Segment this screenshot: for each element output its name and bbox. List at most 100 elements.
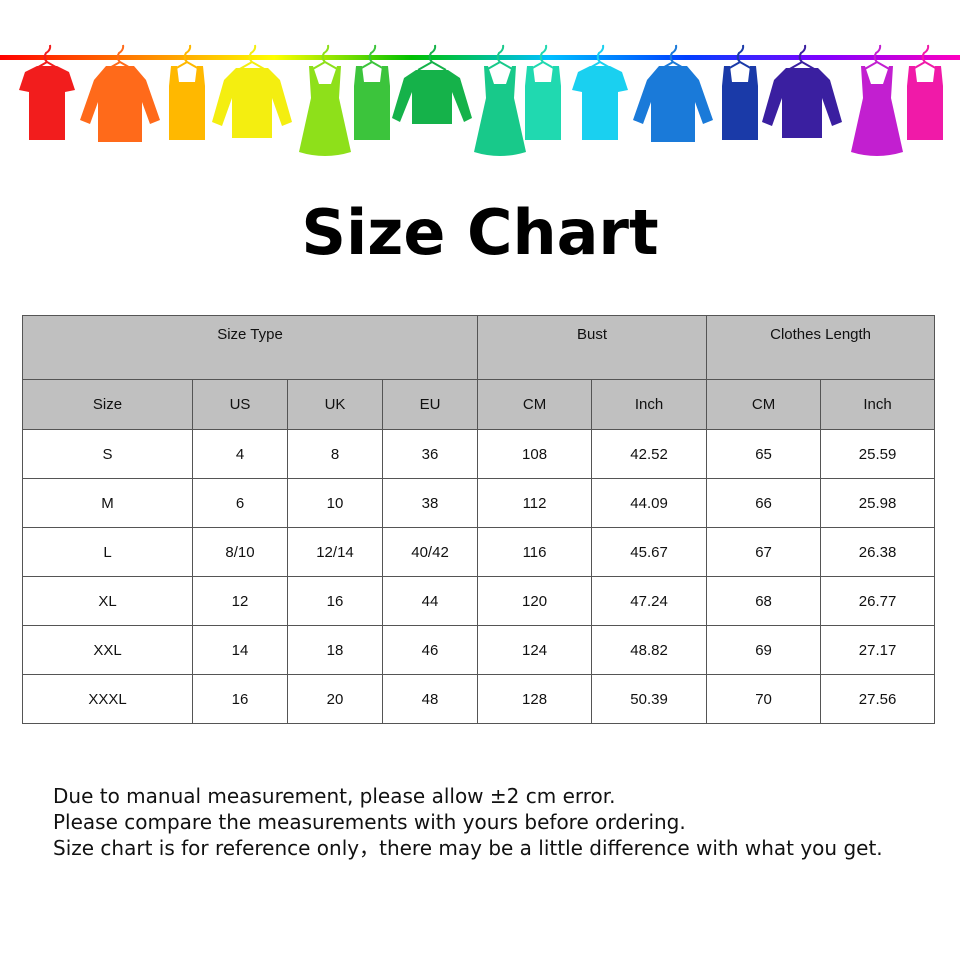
table-cell: 69 bbox=[706, 625, 822, 675]
garment-dress-icon bbox=[851, 44, 903, 156]
table-cell: 46 bbox=[381, 625, 479, 675]
shirt-icon bbox=[633, 66, 713, 142]
table-row: XXL 14 18 46 124 48.82 69 27.17 bbox=[22, 625, 936, 675]
clothes-hanger-banner bbox=[0, 44, 960, 156]
table-cell: 42.52 bbox=[591, 429, 708, 479]
garment-tank-icon bbox=[169, 44, 205, 140]
longsleeve-icon bbox=[392, 70, 472, 124]
hanger-icon bbox=[310, 44, 340, 71]
hanger-icon bbox=[357, 44, 387, 71]
table-cell: 26.77 bbox=[820, 576, 936, 626]
column-header: US bbox=[192, 379, 288, 430]
table-row: M 6 10 38 112 44.09 66 25.98 bbox=[22, 478, 936, 528]
notes: Due to manual measurement, please allow … bbox=[53, 783, 883, 861]
table-cell: 128 bbox=[477, 674, 593, 724]
column-header: CM bbox=[477, 379, 593, 430]
table-cell: 50.39 bbox=[591, 674, 708, 724]
size-chart-table: Size Type Bust Clothes Length Size US UK EU… bbox=[21, 315, 936, 724]
garment-sweater-icon bbox=[762, 44, 842, 138]
table-cell: XL bbox=[22, 576, 193, 626]
table-cell: M bbox=[22, 478, 193, 528]
table-cell: L bbox=[22, 527, 193, 577]
group-header-clothes-length: Clothes Length bbox=[706, 315, 936, 380]
hanger-icon bbox=[862, 44, 892, 71]
table-cell: S bbox=[22, 429, 193, 479]
garment-longsleeve-icon bbox=[392, 44, 472, 124]
table-cell: 116 bbox=[477, 527, 593, 577]
garment-tshirt-icon bbox=[572, 44, 628, 140]
hanger-icon bbox=[172, 44, 202, 71]
garment-dress-icon bbox=[299, 44, 351, 156]
tank-icon bbox=[722, 66, 758, 140]
table-cell: 4 bbox=[192, 429, 288, 479]
table-cell: 16 bbox=[192, 674, 288, 724]
column-header: EU bbox=[381, 379, 479, 430]
table-cell: 12/14 bbox=[287, 527, 383, 577]
garment-shirt-icon bbox=[80, 44, 160, 142]
table-cell: 108 bbox=[477, 429, 593, 479]
shirt-icon bbox=[80, 66, 160, 142]
tank-icon bbox=[169, 66, 205, 140]
table-cell: 8/10 bbox=[192, 527, 288, 577]
dress-icon bbox=[474, 66, 526, 156]
tshirt-icon bbox=[572, 66, 628, 140]
garment-sweater-icon bbox=[212, 44, 292, 138]
group-header-row: Size Type Bust Clothes Length bbox=[21, 315, 936, 380]
table-cell: 40/42 bbox=[381, 527, 479, 577]
table-cell: 45.67 bbox=[591, 527, 708, 577]
table-cell: 66 bbox=[706, 478, 822, 528]
table-cell: 47.24 bbox=[591, 576, 708, 626]
hanger-icon bbox=[910, 44, 940, 71]
sweater-icon bbox=[212, 68, 292, 138]
hanger-icon bbox=[417, 44, 447, 71]
page-title: Size Chart bbox=[301, 196, 659, 269]
garment-tshirt-icon bbox=[19, 44, 75, 140]
table-row: L 8/10 12/14 40/42 116 45.67 67 26.38 bbox=[22, 527, 936, 577]
table-cell: 27.56 bbox=[820, 674, 936, 724]
table-cell: XXXL bbox=[22, 674, 193, 724]
tank-icon bbox=[525, 66, 561, 140]
table-cell: 120 bbox=[477, 576, 593, 626]
garment-tank-icon bbox=[722, 44, 758, 140]
table-cell: 48 bbox=[381, 674, 479, 724]
table-row: XL 12 16 44 120 47.24 68 26.77 bbox=[22, 576, 936, 626]
column-header: Size bbox=[22, 379, 193, 430]
table-cell: 48.82 bbox=[591, 625, 708, 675]
rainbow-rail bbox=[0, 55, 960, 60]
garment-tank-icon bbox=[525, 44, 561, 140]
table-cell: 26.38 bbox=[820, 527, 936, 577]
table-cell: 38 bbox=[381, 478, 479, 528]
column-header: UK bbox=[287, 379, 383, 430]
table-cell: 124 bbox=[477, 625, 593, 675]
table-cell: 25.98 bbox=[820, 478, 936, 528]
table-cell: 18 bbox=[287, 625, 383, 675]
hanger-icon bbox=[528, 44, 558, 71]
hanger-icon bbox=[237, 44, 267, 71]
table-row: S 4 8 36 108 42.52 65 25.59 bbox=[22, 429, 936, 479]
column-header-row: Size US UK EU CM Inch CM Inch bbox=[22, 379, 936, 430]
table-cell: 44.09 bbox=[591, 478, 708, 528]
tshirt-icon bbox=[19, 66, 75, 140]
table-cell: 12 bbox=[192, 576, 288, 626]
group-header-bust: Bust bbox=[477, 315, 708, 380]
table-cell: 68 bbox=[706, 576, 822, 626]
garment-tank-icon bbox=[907, 44, 943, 140]
hanger-icon bbox=[485, 44, 515, 71]
sweater-icon bbox=[762, 68, 842, 138]
table-cell: 27.17 bbox=[820, 625, 936, 675]
table-cell: XXL bbox=[22, 625, 193, 675]
note-line: Please compare the measurements with you… bbox=[53, 810, 686, 834]
dress-icon bbox=[299, 66, 351, 156]
table-cell: 44 bbox=[381, 576, 479, 626]
table-row: XXXL 16 20 48 128 50.39 70 27.56 bbox=[22, 674, 936, 724]
tank-icon bbox=[354, 66, 390, 140]
column-header: CM bbox=[706, 379, 822, 430]
garment-tank-icon bbox=[354, 44, 390, 140]
group-header-size-type: Size Type bbox=[21, 315, 479, 380]
garment-dress-icon bbox=[474, 44, 526, 156]
column-header: Inch bbox=[820, 379, 936, 430]
table-cell: 10 bbox=[287, 478, 383, 528]
note-line: Due to manual measurement, please allow … bbox=[53, 784, 616, 808]
dress-icon bbox=[851, 66, 903, 156]
table-cell: 20 bbox=[287, 674, 383, 724]
